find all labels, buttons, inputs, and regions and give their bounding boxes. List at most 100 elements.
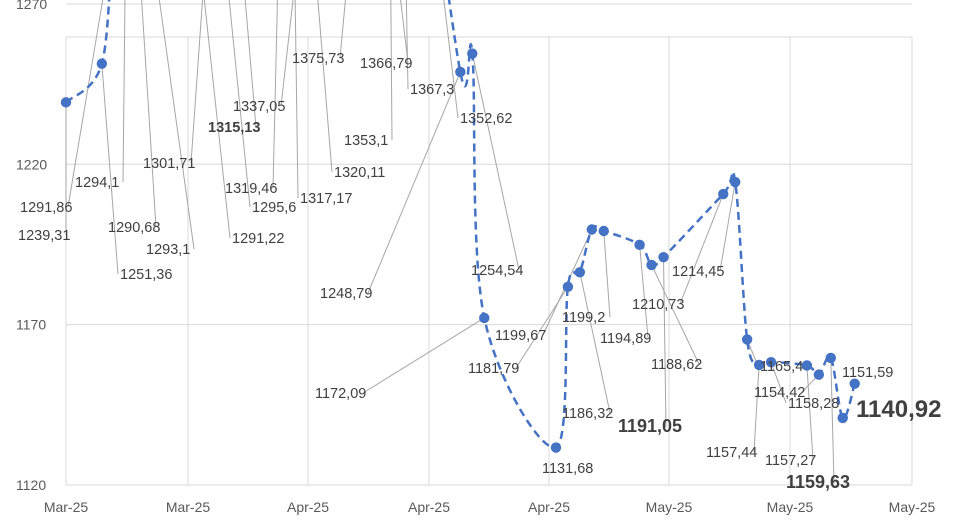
label-leader [830, 357, 835, 484]
data-point [646, 259, 657, 271]
data-label: 1239,31 [18, 228, 70, 244]
label-leader [651, 264, 700, 365]
y-tick-label: 1170 [16, 317, 46, 333]
data-point [765, 357, 777, 368]
x-axis-ticks: Mar-25 Mar-25 Apr-25 Apr-25 Apr-25 May-25 May-… [44, 499, 936, 515]
data-label: 1210,73 [632, 297, 684, 313]
data-label: 1319,46 [225, 181, 277, 197]
label-leader [679, 193, 724, 305]
data-label: 1337,05 [233, 99, 285, 115]
label-leader [806, 365, 814, 461]
data-point [658, 251, 669, 263]
label-leader [158, 0, 195, 250]
data-label: 1301,71 [143, 156, 195, 172]
data-label: 1186,32 [562, 406, 613, 422]
x-tick-label: Apr-25 [408, 499, 450, 515]
data-label: 1367,3 [410, 82, 454, 98]
data-label: 1199,2 [562, 310, 605, 326]
data-label: 1172,09 [315, 386, 366, 402]
data-point [849, 378, 860, 389]
data-point [730, 176, 741, 188]
data-label: 1291,22 [232, 231, 284, 247]
label-leader [719, 182, 736, 272]
data-label: 1366,79 [360, 56, 412, 72]
data-label: 1191,05 [618, 416, 682, 436]
data-point [813, 369, 825, 380]
data-label: 1315,13 [208, 120, 260, 136]
data-label: 1248,79 [320, 286, 372, 302]
label-leader [603, 230, 611, 318]
data-label: 1294,1 [75, 175, 119, 191]
label-leader [228, 0, 251, 208]
label-leader [122, 0, 126, 183]
data-points [60, 48, 860, 453]
data-point [550, 442, 562, 453]
series-line [65, 0, 856, 449]
data-label: 1352,62 [460, 111, 512, 127]
x-tick-label: May-25 [889, 499, 936, 515]
data-label: 1290,68 [108, 220, 160, 236]
x-tick-label: May-25 [767, 499, 814, 515]
data-point [574, 267, 586, 278]
label-leader [471, 53, 520, 271]
label-leader [639, 244, 649, 339]
x-tick-label: Mar-25 [166, 499, 211, 515]
data-point [837, 412, 848, 424]
data-point [741, 334, 753, 345]
y-tick-label: 1270 [16, 0, 47, 12]
data-label: 1151,59 [842, 365, 893, 381]
label-leader [272, 0, 278, 189]
x-tick-label: Apr-25 [528, 499, 570, 515]
label-leader [101, 63, 119, 275]
data-point [479, 312, 490, 324]
data-label: 1317,17 [300, 191, 352, 207]
x-tick-label: May-25 [646, 499, 693, 515]
data-label: 1291,86 [20, 200, 72, 216]
label-leader [294, 0, 299, 199]
label-leader [367, 71, 461, 294]
label-leaders [65, 0, 835, 484]
label-leader [443, 0, 459, 119]
data-point [598, 225, 609, 237]
data-label: 1158,28 [788, 396, 839, 412]
label-leader [390, 0, 393, 141]
label-leader [405, 0, 409, 90]
data-label: 1157,27 [765, 453, 816, 469]
label-leader [579, 272, 611, 414]
label-leader [203, 0, 231, 239]
x-tick-label: Mar-25 [44, 499, 89, 515]
label-leader [67, 0, 104, 208]
x-tick-label: Apr-25 [287, 499, 329, 515]
data-point [753, 359, 765, 371]
data-label: 1181,79 [468, 361, 519, 377]
data-point [825, 352, 836, 364]
label-leader [280, 0, 294, 107]
data-label: 1131,68 [542, 461, 593, 477]
data-label: 1375,73 [292, 51, 344, 67]
label-leader [770, 362, 787, 404]
data-label: 1165,4 [760, 359, 803, 375]
data-point [801, 360, 813, 371]
data-point [96, 58, 108, 69]
data-label: 1353,1 [344, 133, 388, 149]
data-label: 1157,44 [706, 445, 757, 461]
data-point [60, 97, 72, 108]
data-label: 1199,67 [495, 328, 546, 344]
y-axis-ticks: 112011701220127013201370 [16, 0, 47, 493]
label-leader [244, 0, 257, 128]
data-label: 1159,63 [786, 472, 850, 492]
data-point [586, 224, 597, 235]
y-tick-label: 1120 [16, 477, 46, 493]
label-leader [400, 0, 409, 64]
data-point [562, 281, 574, 293]
data-point [467, 48, 478, 59]
label-leader [339, 0, 346, 59]
label-leader [362, 317, 485, 394]
data-label: 1254,54 [471, 263, 523, 279]
label-leader [141, 0, 157, 228]
label-leader [663, 257, 667, 428]
data-label: 1251,36 [120, 267, 172, 283]
